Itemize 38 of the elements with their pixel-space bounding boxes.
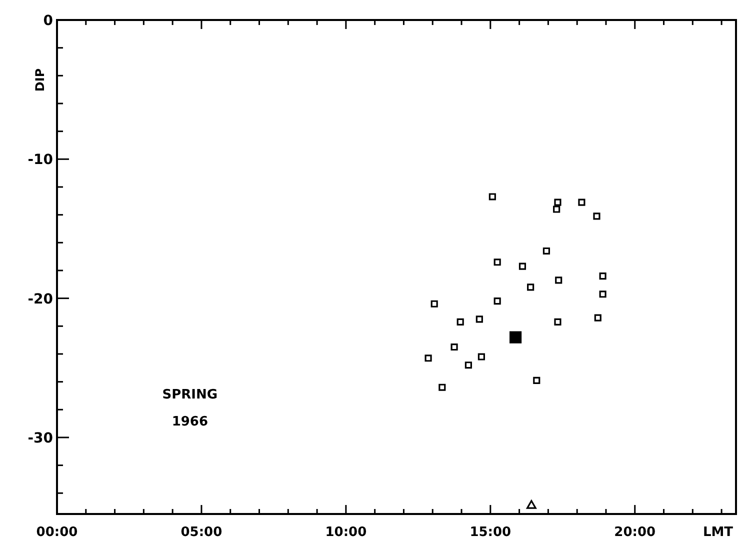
- x-tick-label: 15:00: [470, 525, 512, 540]
- point: [554, 318, 562, 326]
- point: [488, 193, 496, 200]
- x-tick-label: 05:00: [180, 525, 222, 540]
- x-tick-label: 20:00: [614, 525, 656, 540]
- x-axis-title: LMT: [702, 525, 734, 540]
- point: [593, 212, 600, 220]
- point: [533, 376, 540, 384]
- point: [430, 300, 438, 308]
- point: [599, 272, 606, 280]
- y-tick-label: 0: [43, 13, 54, 29]
- point: [527, 284, 534, 291]
- y-tick-label: -10: [28, 152, 54, 168]
- point: [542, 247, 550, 255]
- point: [450, 343, 458, 351]
- point: [478, 353, 485, 360]
- point: [464, 362, 472, 369]
- point: [424, 354, 432, 362]
- y-tick-label: -30: [28, 430, 54, 446]
- point: [494, 298, 501, 305]
- point: [518, 262, 526, 270]
- point: [553, 206, 560, 213]
- point: [578, 198, 586, 206]
- annotation: SPRING 1966: [162, 388, 218, 430]
- point: [510, 331, 522, 344]
- x-tick-label: 00:00: [36, 525, 78, 540]
- point: [554, 198, 562, 206]
- y-axis-title: DIP: [33, 68, 47, 92]
- point: [456, 318, 464, 326]
- point: [599, 290, 606, 298]
- point: [526, 500, 536, 509]
- x-tick-label: 10:00: [325, 525, 367, 540]
- y-tick-label: -20: [28, 291, 54, 308]
- point: [555, 276, 562, 284]
- point: [594, 314, 602, 322]
- point: [438, 384, 446, 391]
- point: [494, 258, 501, 266]
- point: [476, 316, 483, 323]
